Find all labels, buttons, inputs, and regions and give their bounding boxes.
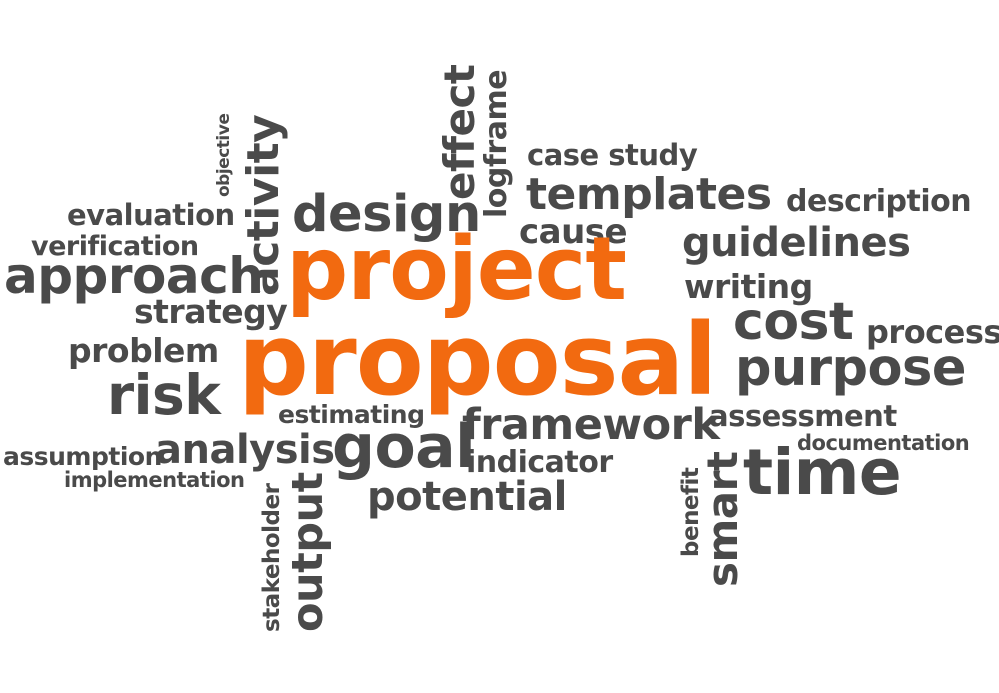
word-assessment: assessment [709, 399, 897, 433]
word-objective: objective [214, 113, 234, 197]
word-indicator: indicator [466, 445, 613, 480]
word-documentation: documentation [797, 431, 970, 455]
word-analysis: analysis [155, 427, 335, 473]
word-cause: cause [519, 212, 628, 252]
word-framework: framework [462, 400, 720, 450]
word-verification: verification [31, 231, 199, 262]
word-stakeholder: stakeholder [259, 483, 285, 632]
word-effect: effect [435, 64, 484, 201]
word-writing: writing [684, 267, 813, 306]
word-templates: templates [526, 169, 772, 220]
word-evaluation: evaluation [67, 198, 235, 232]
word-output: output [283, 472, 333, 632]
word-design: design [292, 185, 481, 244]
word-project: project [286, 218, 627, 320]
word-description: description [786, 184, 972, 219]
word-smart: smart [698, 451, 747, 587]
word-implementation: implementation [64, 468, 245, 492]
word-potential: potential [367, 474, 567, 520]
word-assumption: assumption [3, 442, 162, 471]
word-risk: risk [107, 363, 221, 427]
word-logframe: logframe [479, 69, 514, 218]
word-purpose: purpose [735, 339, 966, 398]
word-process: process [866, 313, 999, 351]
word-proposal: proposal [238, 303, 717, 418]
word-problem: problem [68, 331, 219, 370]
word-goal: goal [332, 412, 476, 482]
word-strategy: strategy [134, 292, 288, 331]
word-case-study: case study [527, 138, 698, 172]
word-approach: approach [4, 247, 264, 305]
word-time: time [743, 436, 902, 509]
word-guidelines: guidelines [682, 220, 911, 266]
word-cost: cost [733, 292, 854, 352]
word-estimating: estimating [278, 400, 425, 429]
